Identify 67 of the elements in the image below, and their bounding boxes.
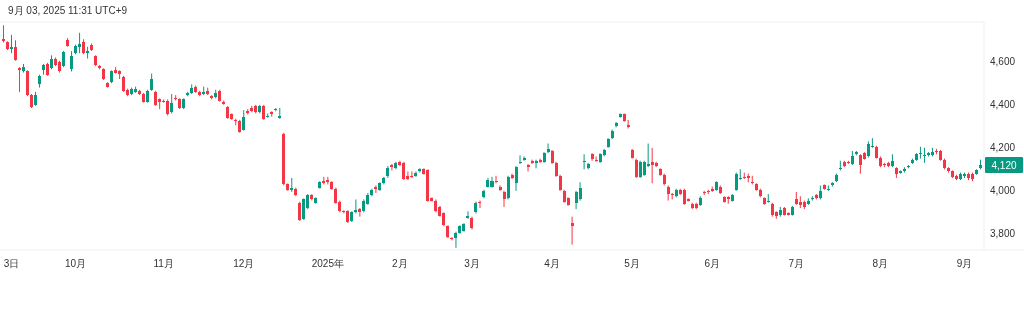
candlestick xyxy=(358,207,362,218)
candlestick xyxy=(70,50,74,72)
candlestick xyxy=(170,93,174,114)
candlestick xyxy=(922,147,926,164)
x-tick-label: 6月 xyxy=(704,258,721,269)
candlestick xyxy=(18,66,22,93)
candlestick xyxy=(490,176,494,189)
candlestick xyxy=(418,167,422,174)
candlestick xyxy=(826,184,830,192)
candlestick xyxy=(478,200,482,209)
candlestick xyxy=(298,201,302,222)
candlestick xyxy=(174,94,178,102)
annotation: 4,120 xyxy=(991,159,1017,171)
x-tick-label: 10月 xyxy=(65,258,87,269)
candlestick xyxy=(534,159,538,169)
x-tick-label: 4月 xyxy=(544,258,560,269)
candlestick xyxy=(530,159,534,165)
candlestick xyxy=(578,181,582,202)
candlestick xyxy=(634,158,638,179)
candlestick xyxy=(582,153,586,170)
x-tick-label: 8月 xyxy=(872,258,889,269)
candlestick xyxy=(302,197,306,221)
x-tick-label: 2月 xyxy=(392,258,408,269)
candlestick xyxy=(242,109,246,132)
candlestick xyxy=(402,161,406,181)
candlestick xyxy=(734,172,738,192)
y-tick-label: 4,600 xyxy=(990,56,1016,68)
candlestick xyxy=(14,39,18,62)
x-tick-label: 7月 xyxy=(788,258,805,269)
candlestick xyxy=(414,170,418,178)
candlestick xyxy=(10,34,14,54)
x-tick-label: 9月 xyxy=(956,258,973,269)
chart-title: 9月 03, 2025 11:31 UTC+9 xyxy=(8,5,128,16)
candlestick xyxy=(538,158,542,164)
candlestick xyxy=(918,146,922,160)
candlestick xyxy=(522,155,526,162)
x-tick-label: 12月 xyxy=(233,258,255,269)
y-tick-label: 4,400 xyxy=(990,99,1016,111)
candlestick xyxy=(374,184,378,194)
candlestick xyxy=(494,175,498,184)
x-tick-label: 2025年 xyxy=(311,258,344,269)
candlestick xyxy=(514,165,518,192)
candlestick xyxy=(810,195,814,202)
candlestick xyxy=(410,170,414,179)
candlestick xyxy=(570,216,574,246)
x-tick-label: 5月 xyxy=(624,258,640,269)
candlestick xyxy=(466,210,470,220)
candlestick xyxy=(858,153,862,175)
y-tick-label: 3,800 xyxy=(990,228,1016,240)
candlestick xyxy=(594,155,598,163)
x-tick-label: 3日 xyxy=(3,258,20,269)
candlestick xyxy=(526,163,530,172)
candlestick xyxy=(502,190,506,208)
candlestick xyxy=(518,154,522,165)
candlestick xyxy=(498,184,502,192)
x-tick-label: 3月 xyxy=(464,258,480,269)
candlestick xyxy=(26,69,30,97)
candlestick xyxy=(546,143,550,154)
candlestick xyxy=(618,112,622,119)
y-tick-label: 4,000 xyxy=(990,185,1016,197)
candlestick xyxy=(650,147,654,184)
candlestick xyxy=(78,32,82,54)
x-tick-label: 11月 xyxy=(153,258,174,269)
candlestick xyxy=(266,112,270,119)
candlestick xyxy=(506,175,510,200)
y-tick-label: 4,200 xyxy=(990,142,1016,154)
candlestick xyxy=(390,163,394,171)
